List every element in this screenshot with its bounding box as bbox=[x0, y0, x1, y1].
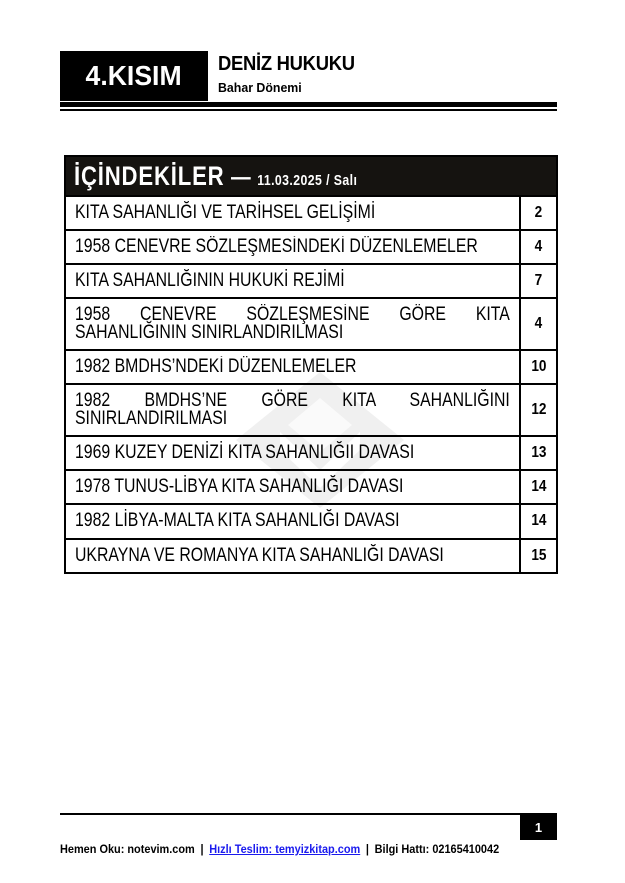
toc-title-dash: — bbox=[231, 163, 251, 191]
toc-row: 1982 BMDHS’NDEKİ DÜZENLEMELER 10 bbox=[66, 349, 556, 384]
footer-text: Hemen Oku: notevim.com | Hızlı Teslim: tem… bbox=[60, 844, 499, 856]
toc-row: 1969 KUZEY DENİZİ KITA SAHANLIĞII DAVASI… bbox=[66, 435, 556, 470]
footer-separator: | bbox=[200, 844, 204, 856]
toc-row: UKRAYNA VE ROMANYA KITA SAHANLIĞI DAVASI… bbox=[66, 537, 556, 572]
toc-entry-page: 2 bbox=[534, 204, 543, 222]
footer-left-text: Hemen Oku: notevim.com bbox=[60, 844, 195, 856]
toc-entry-title: 1969 KUZEY DENİZİ KITA SAHANLIĞII DAVASI bbox=[75, 442, 415, 464]
toc-entry-page: 4 bbox=[534, 315, 543, 333]
page-number-badge: 1 bbox=[520, 815, 557, 840]
course-title: DENİZ HUKUKU bbox=[218, 53, 355, 75]
footer-delivery-link[interactable]: Hızlı Teslim: temyizkitap.com bbox=[209, 844, 361, 856]
toc-entry-page: 15 bbox=[530, 546, 547, 564]
toc-row: KITA SAHANLIĞININ HUKUKİ REJİMİ 7 bbox=[66, 263, 556, 298]
toc-entry-title: KITA SAHANLIĞININ HUKUKİ REJİMİ bbox=[75, 270, 345, 292]
toc-entry-title: 1982 LİBYA-MALTA KITA SAHANLIĞI DAVASI bbox=[75, 510, 400, 532]
toc-header: İÇİNDEKİLER — 11.03.2025 / Salı bbox=[66, 157, 556, 195]
toc-row: 1958 CENEVRE SÖZLEŞMESİNE GÖRE KITA SAHA… bbox=[66, 297, 556, 350]
footer-separator: | bbox=[365, 844, 369, 856]
toc-title: İÇİNDEKİLER bbox=[74, 160, 225, 191]
toc-row: KITA SAHANLIĞI VE TARİHSEL GELİŞİMİ 2 bbox=[66, 195, 556, 230]
toc-entry-page: 7 bbox=[534, 272, 543, 290]
toc-row: 1982 LİBYA-MALTA KITA SAHANLIĞI DAVASI 1… bbox=[66, 503, 556, 538]
toc-entry-page: 4 bbox=[534, 238, 543, 256]
toc-entry-title: KITA SAHANLIĞI VE TARİHSEL GELİŞİMİ bbox=[75, 202, 376, 223]
toc-table: İÇİNDEKİLER — 11.03.2025 / Salı KITA SAH… bbox=[64, 155, 558, 574]
kisim-label: 4.KISIM bbox=[85, 60, 183, 91]
toc-row: 1982 BMDHS’NE GÖRE KITA SAHANLIĞINI SINI… bbox=[66, 383, 556, 436]
toc-entry-title: 1982 BMDHS’NDEKİ DÜZENLEMELER bbox=[75, 356, 357, 378]
toc-entry-page: 14 bbox=[530, 512, 547, 530]
toc-entry-page: 10 bbox=[530, 358, 547, 376]
toc-row: 1958 CENEVRE SÖZLEŞMESİNDEKİ DÜZENLEMELE… bbox=[66, 229, 556, 264]
toc-entry-page: 12 bbox=[530, 401, 547, 419]
toc-row: 1978 TUNUS-LİBYA KITA SAHANLIĞI DAVASI 1… bbox=[66, 469, 556, 504]
toc-entry-title: UKRAYNA VE ROMANYA KITA SAHANLIĞI DAVASI bbox=[75, 544, 444, 566]
toc-entry-title: 1958 CENEVRE SÖZLEŞMESİNDEKİ DÜZENLEMELE… bbox=[75, 236, 478, 258]
toc-entry-title: 1982 BMDHS’NE GÖRE KITA SAHANLIĞINI SINI… bbox=[75, 390, 510, 430]
toc-entry-page: 14 bbox=[530, 478, 547, 496]
toc-date: 11.03.2025 / Salı bbox=[257, 171, 358, 189]
footer-right-text: Bilgi Hattı: 02165410042 bbox=[374, 844, 500, 856]
toc-entry-title: 1978 TUNUS-LİBYA KITA SAHANLIĞI DAVASI bbox=[75, 476, 404, 498]
toc-entry-title: 1958 CENEVRE SÖZLEŞMESİNE GÖRE KITA SAHA… bbox=[75, 304, 510, 344]
page-number: 1 bbox=[534, 820, 543, 835]
semester-label: Bahar Dönemi bbox=[218, 80, 302, 95]
footer-divider bbox=[60, 813, 557, 815]
kisim-banner: 4.KISIM bbox=[60, 51, 208, 101]
masthead-divider bbox=[60, 102, 557, 111]
course-block: DENİZ HUKUKU Bahar Dönemi bbox=[218, 53, 367, 95]
toc-entry-page: 13 bbox=[530, 444, 547, 462]
